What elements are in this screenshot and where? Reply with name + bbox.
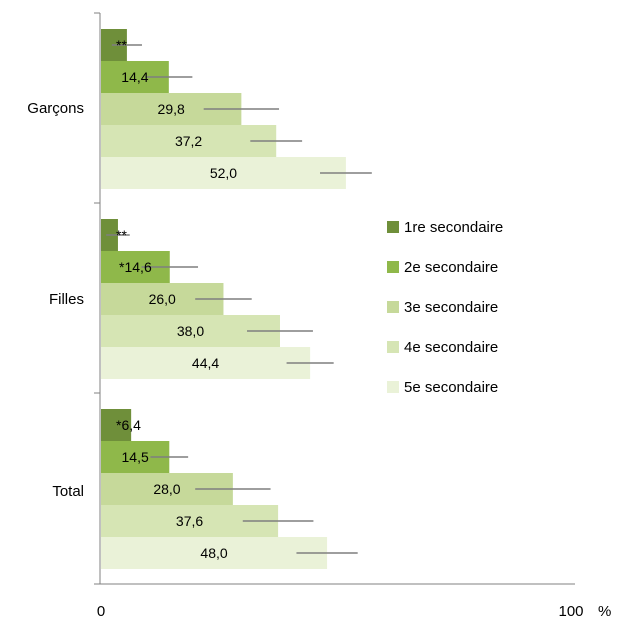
data-label-gar-ons-s4: 37,2 <box>175 133 202 149</box>
data-label-filles-s5: 44,4 <box>192 355 219 371</box>
group-label-total: Total <box>52 483 84 500</box>
data-label-total-s3: 28,0 <box>153 481 180 497</box>
data-label-total-s2: 14,5 <box>122 449 149 465</box>
data-label-gar-ons-s3: 29,8 <box>158 101 185 117</box>
data-label-filles-s4: 38,0 <box>177 323 204 339</box>
legend-swatch-s4 <box>387 341 399 353</box>
bar-total-s5 <box>101 537 328 569</box>
data-label-filles-s1: ** <box>116 227 127 243</box>
bar-gar-ons-s5 <box>101 157 346 189</box>
bars-layer <box>101 29 346 569</box>
data-label-gar-ons-s1: ** <box>116 37 127 53</box>
legend-label-s5: 5e secondaire <box>404 379 498 396</box>
group-label-filles: Filles <box>49 291 84 308</box>
bar-gar-ons-s4 <box>101 125 277 157</box>
data-label-total-s5: 48,0 <box>200 545 227 561</box>
legend-swatch-s2 <box>387 261 399 273</box>
error-bars-layer <box>106 44 372 554</box>
legend-swatch-s5 <box>387 381 399 393</box>
data-label-filles-s2: *14,6 <box>119 259 152 275</box>
x-tick-label-0: 0 <box>97 603 105 620</box>
data-labels-layer: ** 14,4 29,8 37,2 52,0 ** *14,6 26,038,0 44,4 *6,… <box>116 37 237 561</box>
group-labels: Garçons Filles Total <box>27 100 84 500</box>
data-label-total-s1: *6,4 <box>116 417 141 433</box>
bar-total-s1 <box>101 409 132 441</box>
legend-label-s4: 4e secondaire <box>404 339 498 356</box>
legend-label-s2: 2e secondaire <box>404 259 498 276</box>
legend: 1re secondaire 2e secondaire 3e secondaire… <box>387 219 503 396</box>
data-label-filles-s3: 26,0 <box>149 291 176 307</box>
group-label-garcons: Garçons <box>27 100 84 117</box>
data-label-total-s4: 37,6 <box>176 513 203 529</box>
data-label-gar-ons-s5: 52,0 <box>210 165 237 181</box>
x-axis-unit: % <box>598 603 611 620</box>
data-label-gar-ons-s2: 14,4 <box>121 69 148 85</box>
legend-label-s3: 3e secondaire <box>404 299 498 316</box>
legend-swatch-s3 <box>387 301 399 313</box>
bar-filles-s5 <box>101 347 311 379</box>
legend-label-s1: 1re secondaire <box>404 219 503 236</box>
x-tick-label-100: 100 <box>558 603 583 620</box>
legend-swatch-s1 <box>387 221 399 233</box>
